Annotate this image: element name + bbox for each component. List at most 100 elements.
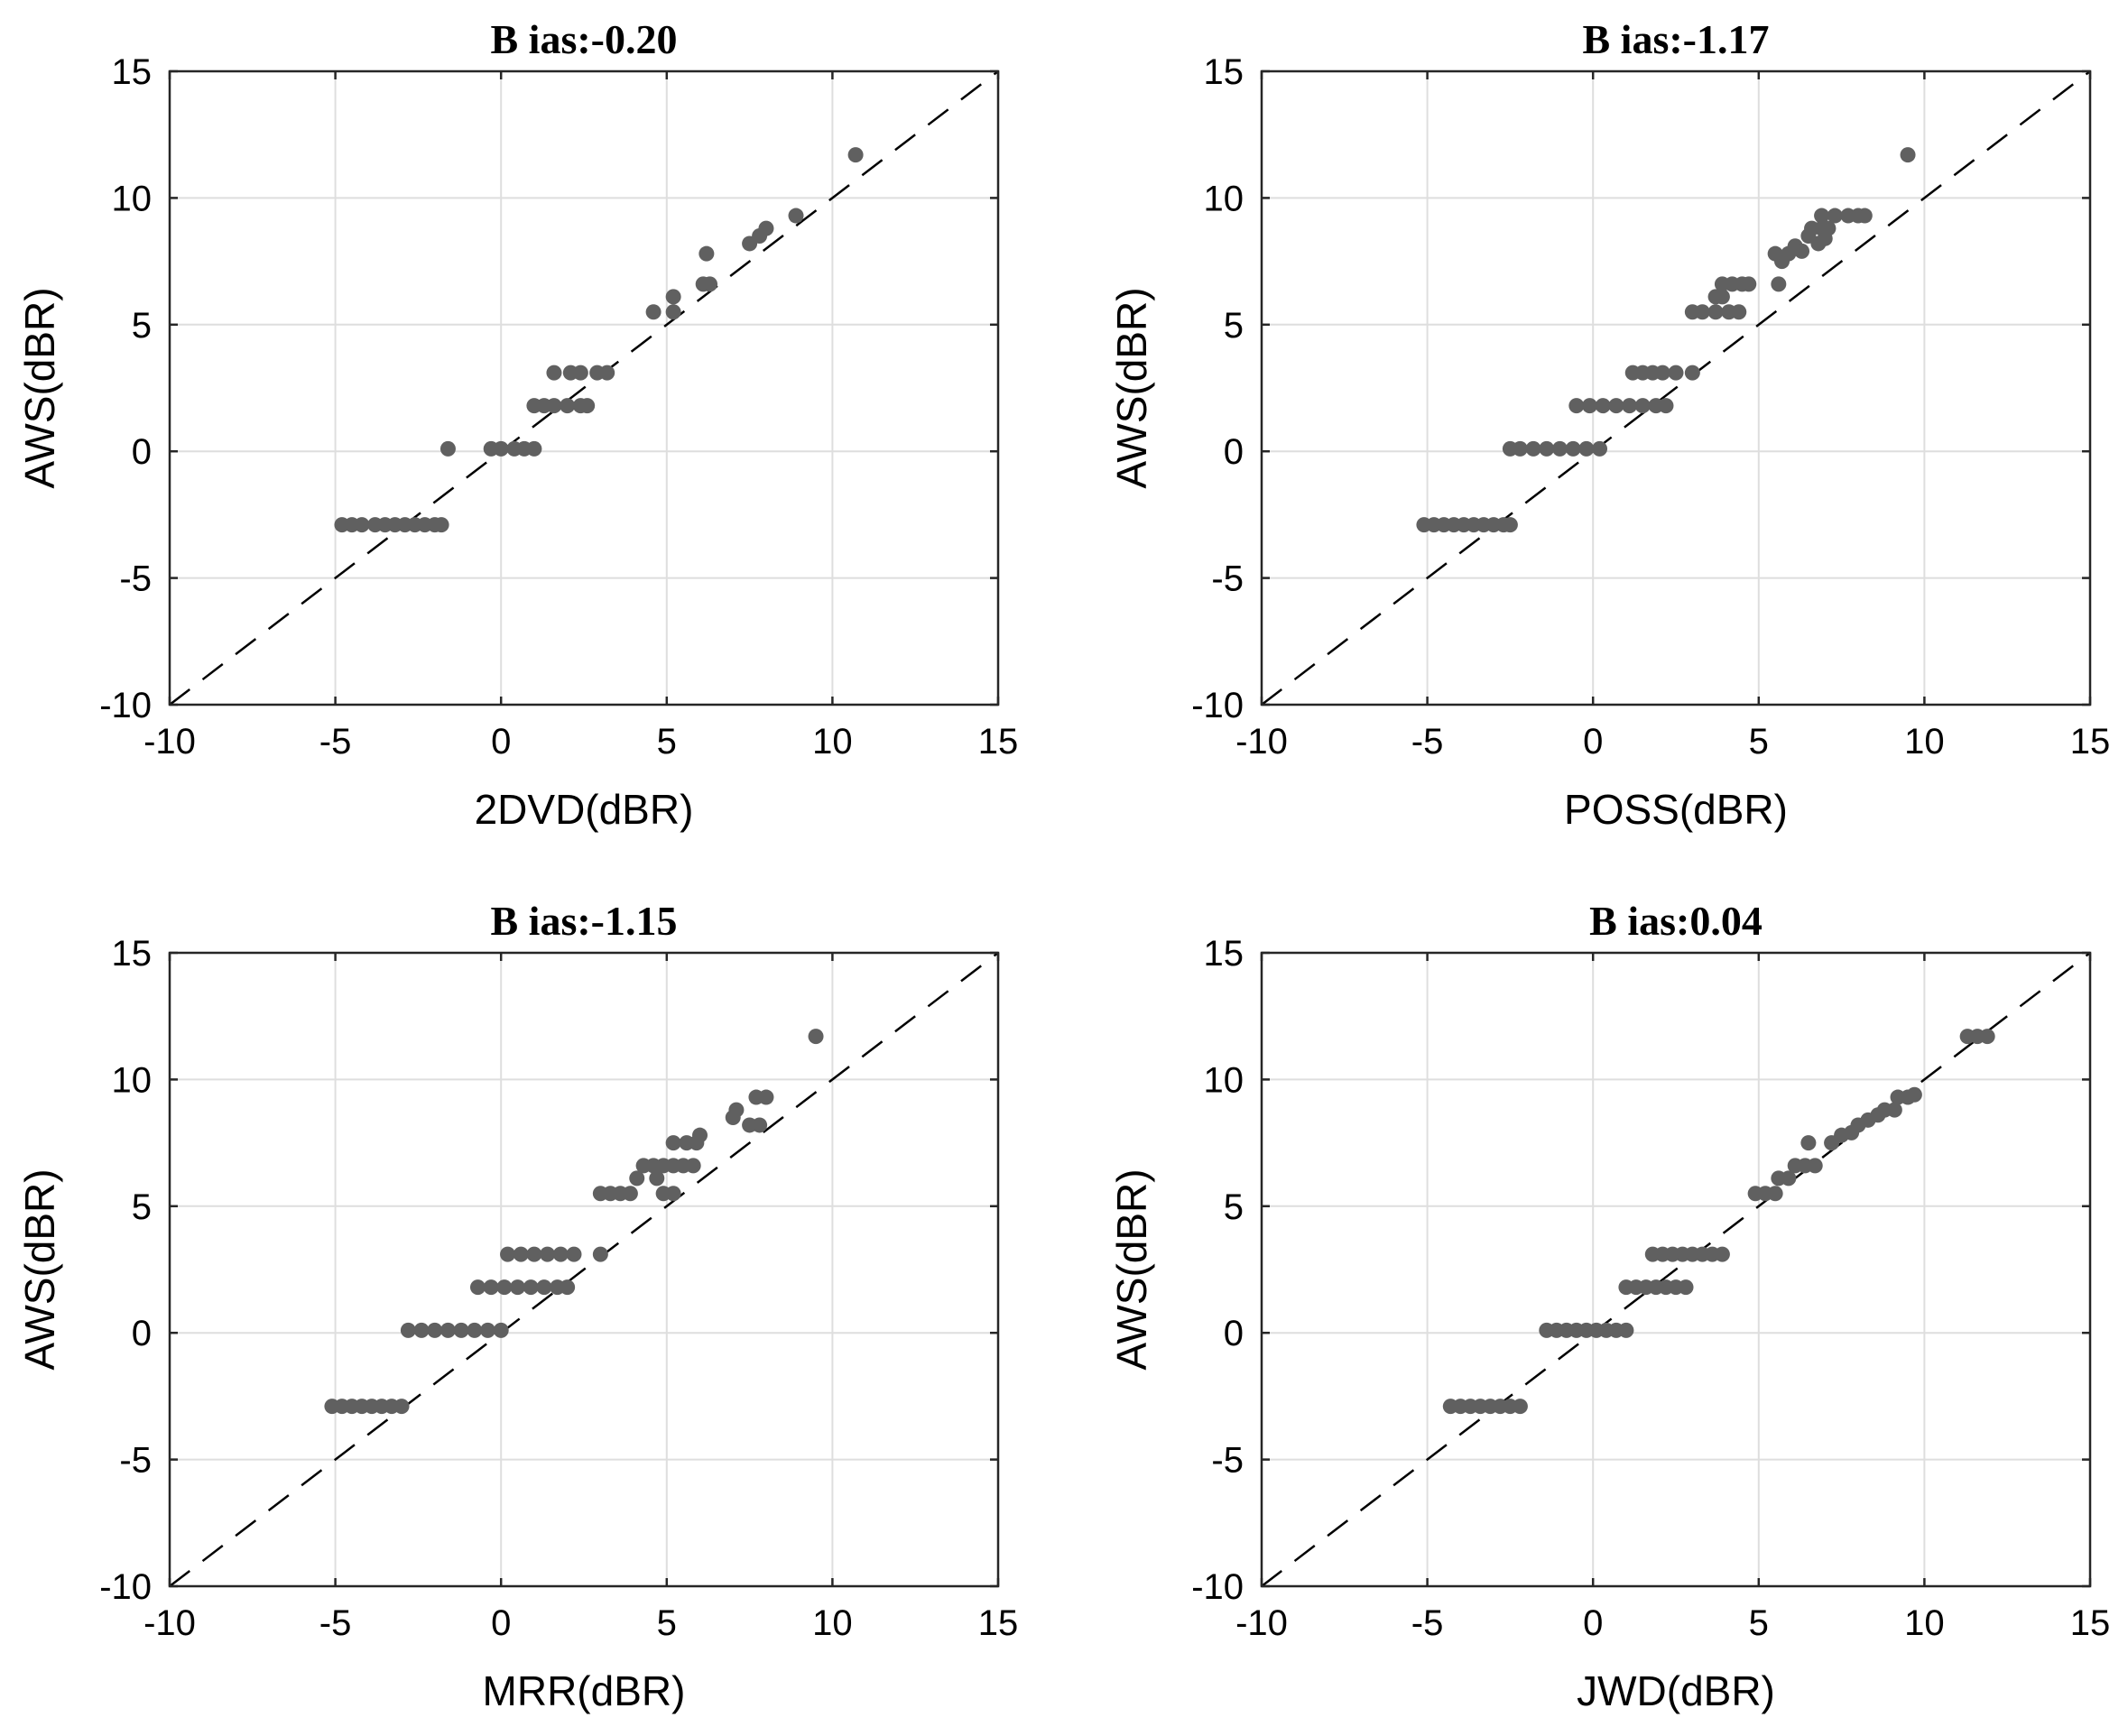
- data-point: [1856, 208, 1873, 224]
- data-point: [552, 1246, 569, 1262]
- x-tick-label: 5: [657, 722, 677, 762]
- data-point: [540, 1246, 556, 1262]
- data-point: [808, 1029, 824, 1045]
- data-point: [496, 1279, 513, 1296]
- data-point: [1654, 365, 1670, 381]
- data-point: [752, 1117, 768, 1133]
- data-point: [1525, 440, 1541, 457]
- y-tick-label: 5: [132, 1187, 152, 1227]
- data-point: [1714, 1246, 1730, 1262]
- data-point: [560, 398, 576, 414]
- y-tick-label: -5: [1211, 559, 1244, 599]
- data-point: [629, 1170, 645, 1187]
- panel-mrr: -10 -5 0 5 10 15 -10 -5 0 5 10 15 B ias:-1.15 MRR(dBR…: [16, 898, 1018, 1714]
- data-point: [665, 1186, 681, 1202]
- data-point: [1814, 208, 1830, 224]
- x-axis-label: POSS(dBR): [1564, 786, 1788, 833]
- reference-line: [1261, 952, 2091, 1587]
- data-point: [1707, 304, 1724, 320]
- y-tick-label: -5: [119, 559, 152, 599]
- data-point: [1622, 398, 1638, 414]
- data-point: [1771, 276, 1787, 292]
- y-axis-label: AWS(dBR): [1108, 1168, 1155, 1370]
- data-point: [400, 1322, 416, 1338]
- data-point: [1658, 398, 1674, 414]
- data-point: [1741, 276, 1757, 292]
- y-tick-label: -10: [1191, 1567, 1244, 1607]
- data-point: [546, 398, 562, 414]
- data-point: [1731, 304, 1747, 320]
- x-tick-label: -5: [1411, 1603, 1444, 1643]
- data-point: [453, 1322, 469, 1338]
- x-tick-label: 10: [812, 722, 853, 762]
- data-point: [1807, 1158, 1823, 1174]
- x-tick-label: 15: [978, 1603, 1019, 1643]
- data-point: [1900, 147, 1916, 163]
- data-point: [1906, 1086, 1922, 1103]
- y-tick-label: 5: [132, 306, 152, 346]
- data-point: [599, 365, 615, 381]
- x-tick-label: 0: [491, 1603, 511, 1643]
- y-axis-label: AWS(dBR): [16, 1168, 63, 1370]
- reference-line: [1261, 70, 2091, 706]
- data-point: [536, 1279, 552, 1296]
- reference-line: [169, 70, 999, 706]
- data-point: [439, 440, 456, 457]
- data-point: [1820, 220, 1837, 236]
- data-point: [665, 289, 681, 305]
- data-point: [1886, 1102, 1902, 1118]
- data-point: [788, 208, 804, 224]
- data-point: [685, 1158, 701, 1174]
- data-point: [467, 1322, 483, 1338]
- x-tick-label: 10: [1904, 722, 1945, 762]
- data-point: [1608, 398, 1624, 414]
- data-point: [1551, 440, 1568, 457]
- data-point: [847, 147, 864, 163]
- y-tick-label: 10: [112, 179, 153, 218]
- data-point: [354, 517, 370, 533]
- data-point: [702, 276, 718, 292]
- x-tick-label: 5: [1749, 1603, 1769, 1643]
- x-tick-label: 0: [1583, 722, 1603, 762]
- x-tick-label: 15: [2070, 722, 2111, 762]
- y-tick-label: -10: [99, 686, 152, 725]
- data-point: [1714, 289, 1730, 305]
- x-axis-label: MRR(dBR): [483, 1667, 686, 1714]
- plot-frame: [168, 951, 1000, 1588]
- data-point: [1565, 440, 1581, 457]
- data-point: [649, 1170, 665, 1187]
- chart-title: B ias:-0.20: [491, 16, 678, 62]
- data-point: [1767, 1186, 1783, 1202]
- x-tick-label: 10: [812, 1603, 853, 1643]
- data-point: [1781, 1170, 1797, 1187]
- panel-2dvd: -10 -5 0 5 10 15 -10 -5 0 5 10 15 B ias:-0.20 2DVD(dB…: [16, 16, 1018, 833]
- data-point: [1568, 398, 1585, 414]
- data-point: [692, 1127, 708, 1143]
- y-tick-label: 15: [1204, 934, 1244, 974]
- data-point: [393, 1399, 410, 1415]
- data-point: [622, 1186, 638, 1202]
- data-point: [566, 1246, 582, 1262]
- data-point: [513, 1246, 529, 1262]
- data-point: [439, 1322, 456, 1338]
- data-point: [433, 517, 449, 533]
- y-tick-label: -10: [99, 1567, 152, 1607]
- data-point: [510, 1279, 526, 1296]
- data-point: [592, 1246, 608, 1262]
- chart-title: B ias:0.04: [1589, 898, 1763, 944]
- data-point: [1694, 304, 1710, 320]
- y-tick-label: 15: [112, 52, 153, 92]
- y-tick-label: 10: [1204, 1060, 1244, 1100]
- x-tick-label: -10: [143, 1603, 196, 1643]
- y-tick-label: 10: [1204, 179, 1244, 218]
- data-point: [413, 1322, 430, 1338]
- chart-title: B ias:-1.17: [1583, 16, 1770, 62]
- data-point: [1512, 1399, 1528, 1415]
- data-point: [1539, 440, 1555, 457]
- y-tick-label: 15: [1204, 52, 1244, 92]
- data-point: [1502, 517, 1518, 533]
- data-point: [758, 1089, 774, 1105]
- plot-frame: [1260, 951, 2092, 1588]
- data-point: [1668, 365, 1684, 381]
